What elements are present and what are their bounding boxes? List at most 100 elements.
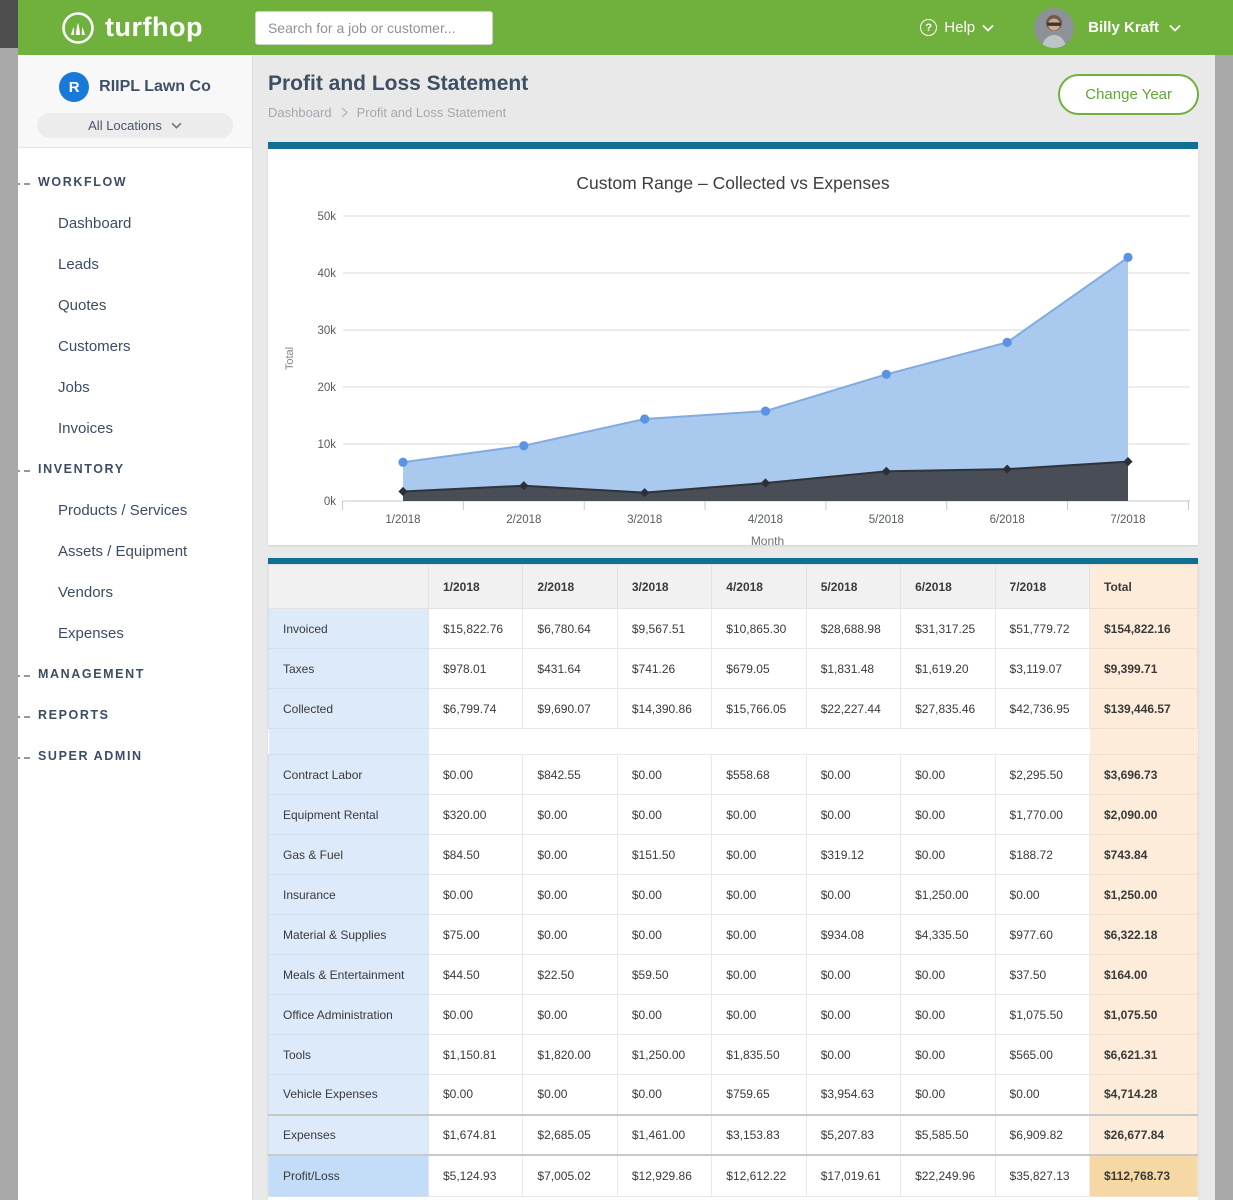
data-point-collected [398,457,408,467]
table-cell: $0.00 [616,754,713,795]
sidebar-item-dashboard[interactable]: Dashboard [58,215,132,232]
sidebar-item-products-services[interactable]: Products / Services [58,502,188,519]
section-dash-icon [14,756,30,759]
x-tick-label: 7/2018 [1110,514,1145,526]
breadcrumb-item-dashboard[interactable]: Dashboard [268,105,332,120]
table-cell: $0.00 [805,954,902,995]
y-tick-label: 30k [317,325,336,337]
table-cell: $75.00 [427,914,524,955]
data-point-collected [881,369,891,379]
row-total-cell: $2,090.00 [1089,794,1198,835]
row-total-cell: $1,075.50 [1089,994,1198,1035]
sidebar-section-management[interactable]: MANAGEMENT [14,654,252,695]
chart-card: 0k 10k 20k 30k 40k 50k 1/2018 2/2018 3/2018 4/201… [268,142,1198,548]
table-cell: $978.01 [427,648,524,689]
pl-table-card: 1/2018 2/2018 3/2018 4/2018 5/2018 6/2018 7/20… [268,558,1198,1200]
sidebar: R RIIPL Lawn Co All Locations WORKFLOW Da… [14,55,253,1200]
sidebar-section-reports[interactable]: REPORTS [14,695,252,736]
search-input[interactable] [254,10,493,45]
sidebar-section-workflow[interactable]: WORKFLOW [14,162,252,203]
page-header: Profit and Loss Statement Dashboard Profi… [253,55,1233,142]
left-scrollbar-track[interactable] [0,0,18,1200]
table-row-profit-loss: Profit/Loss $5,124.93 $7,005.02 $12,929.86 $… [268,1154,1198,1197]
table-cell: $0.00 [900,794,996,835]
table-row-gas-fuel: Gas & Fuel $84.50 $0.00 $151.50 $0.00 $319.12… [268,834,1198,875]
table-cell: $0.00 [711,834,807,875]
table-cell: $1,674.81 [427,1113,524,1156]
row-label: Vehicle Expenses [268,1074,429,1115]
sidebar-item-jobs[interactable]: Jobs [58,379,90,396]
table-cell: $14,390.86 [616,688,713,729]
table-cell: $1,250.00 [900,874,996,915]
data-point-collected [519,441,529,451]
chart-title: Custom Range – Collected vs Expenses [576,173,889,193]
table-cell: $0.00 [616,914,713,955]
sidebar-item-leads[interactable]: Leads [58,256,99,273]
table-cell: $15,822.76 [427,608,524,649]
help-menu[interactable]: ? Help [920,19,994,36]
data-point-collected [640,414,650,424]
row-label: Invoiced [268,608,429,649]
table-cell: $0.00 [805,794,902,835]
table-cell: $1,619.20 [900,648,996,689]
table-cell: $4,335.50 [900,914,996,955]
table-cell: $1,075.50 [994,994,1091,1035]
user-menu[interactable]: Billy Kraft [1088,19,1181,36]
table-cell: $0.00 [711,954,807,995]
sidebar-item-quotes[interactable]: Quotes [58,297,107,314]
table-cell: $9,567.51 [616,608,713,649]
table-row-expenses: Expenses $1,674.81 $2,685.05 $1,461.00 $3,15… [268,1113,1198,1156]
section-dash-icon [14,715,30,718]
sidebar-item-vendors[interactable]: Vendors [58,584,114,601]
row-label: Profit/Loss [268,1154,429,1197]
left-scrollbar-thumb[interactable] [0,0,18,48]
section-dash-icon [14,182,30,185]
table-cell: $0.00 [900,834,996,875]
table-cell: $558.68 [711,754,807,795]
table-cell: $17,019.61 [805,1154,902,1197]
sidebar-item-invoices[interactable]: Invoices [58,420,114,437]
x-tick-label: 5/2018 [869,514,904,526]
table-cell: $320.00 [427,794,524,835]
spacer-cell [522,728,618,755]
change-year-button[interactable]: Change Year [1058,74,1199,115]
x-tick-label: 1/2018 [385,514,420,526]
row-label: Equipment Rental [268,794,429,835]
table-cell: $7,005.02 [522,1154,618,1197]
table-cell: $741.26 [616,648,713,689]
row-total-cell: $6,322.18 [1089,914,1198,955]
user-name: Billy Kraft [1088,19,1159,36]
column-header-2-2018: 2/2018 [522,564,618,609]
table-row-invoiced: Invoiced $15,822.76 $6,780.64 $9,567.51 $10,… [268,608,1198,649]
spacer-cell [900,728,996,755]
table-cell: $1,150.81 [427,1034,524,1075]
section-dash-icon [14,469,30,472]
data-point-collected [1002,337,1012,347]
column-header-7-2018: 7/2018 [994,564,1091,609]
sidebar-item-expenses[interactable]: Expenses [58,625,124,642]
sidebar-section-super-admin[interactable]: SUPER ADMIN [14,736,252,777]
table-cell: $0.00 [994,874,1091,915]
sidebar-item-assets-equipment[interactable]: Assets / Equipment [58,543,188,560]
table-cell: $0.00 [711,794,807,835]
top-navbar: turfhop ? Help Billy Kraft [18,0,1233,55]
location-selector[interactable]: All Locations [37,113,233,138]
sidebar-section-inventory[interactable]: INVENTORY [14,449,252,490]
data-point-expenses [760,478,771,488]
right-scrollbar-track[interactable] [1215,55,1233,1200]
table-cell: $1,820.00 [522,1034,618,1075]
company-badge: R [59,72,90,102]
table-cell: $59.50 [616,954,713,995]
table-cell: $84.50 [427,834,524,875]
row-total-cell: $3,696.73 [1089,754,1198,795]
table-cell: $6,799.74 [427,688,524,729]
row-total-cell: $1,250.00 [1089,874,1198,915]
user-avatar[interactable] [1034,7,1075,48]
table-row-taxes: Taxes $978.01 $431.64 $741.26 $679.05 $1,831.… [268,648,1198,689]
column-header-5-2018: 5/2018 [805,564,902,609]
data-point-collected [760,406,771,416]
turfhop-logo[interactable]: turfhop [60,10,203,46]
area-expenses [403,461,1128,501]
sidebar-item-customers[interactable]: Customers [58,338,131,355]
table-row-office-administration: Office Administration $0.00 $0.00 $0.00 $0.0… [268,994,1198,1035]
